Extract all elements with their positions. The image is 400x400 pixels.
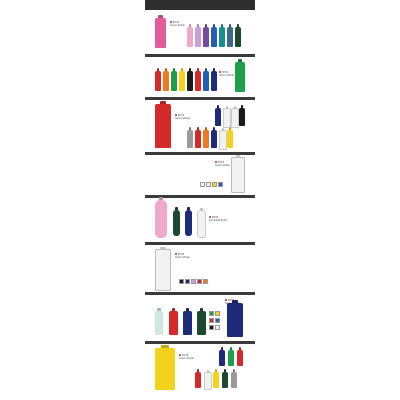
- bottle: [231, 106, 239, 128]
- divider: [145, 152, 255, 155]
- bottle: [195, 68, 201, 91]
- bottle-hero-green: [235, 59, 245, 92]
- label-dot-icon: [175, 253, 177, 256]
- divider: [145, 242, 255, 245]
- color-swatch: [197, 279, 202, 284]
- section-5-label: BT05 Dumbbell Bottle: [209, 216, 228, 222]
- bottle: [211, 68, 217, 91]
- section-1-label: BT01 Sports Bottle: [170, 21, 185, 27]
- bottle: [195, 24, 201, 47]
- bottle: [179, 68, 185, 91]
- section-6: BT06 Sports Bottle: [145, 245, 255, 292]
- label-dot-icon: [215, 161, 217, 164]
- bottle: [203, 127, 209, 148]
- divider: [145, 54, 255, 57]
- bottle: [213, 369, 219, 388]
- bottle-hero-pink: [155, 15, 166, 48]
- color-swatch: [179, 279, 184, 284]
- section-1: BT01 Sports Bottle: [145, 10, 255, 54]
- bottle: [187, 68, 193, 91]
- color-swatch: [215, 311, 220, 316]
- divider: [145, 292, 255, 295]
- bottle: [203, 68, 209, 91]
- color-swatch: [203, 279, 208, 284]
- bottle-hero-red: [155, 101, 171, 148]
- divider: [145, 341, 255, 344]
- section-3: BT03 Sports Bottle: [145, 100, 255, 152]
- bottle: [219, 24, 225, 47]
- bottle-hero-navy: [227, 300, 243, 337]
- label-dot-icon: [175, 114, 177, 117]
- color-swatch: [185, 279, 190, 284]
- divider: [145, 195, 255, 198]
- bottle: [203, 24, 209, 47]
- section-8: BT08 Sports Bottle: [145, 344, 255, 400]
- bottle: [231, 369, 237, 388]
- label-dot-icon: [170, 21, 172, 24]
- bottle: [239, 105, 245, 126]
- bottle: [197, 308, 206, 335]
- color-swatch: [218, 182, 223, 187]
- bottle: [211, 127, 217, 148]
- label-dot-icon: [219, 71, 221, 74]
- bottle-hero-white: [231, 155, 245, 193]
- bottle: [211, 24, 217, 47]
- bottle: [222, 369, 228, 388]
- section-7: BT07Sports Bottle: [145, 295, 255, 341]
- bottle: [195, 369, 201, 388]
- bottle: [187, 127, 193, 148]
- label-dot-icon: [179, 354, 181, 357]
- section-5: BT05 Dumbbell Bottle: [145, 197, 255, 242]
- bottle: [227, 127, 233, 148]
- label-dot-icon: [225, 299, 227, 302]
- bottle: [223, 106, 231, 128]
- color-swatch: [212, 182, 217, 187]
- section-3-label: BT03 Sports Bottle: [175, 114, 190, 120]
- bottle: [195, 127, 201, 148]
- bottle: [185, 207, 192, 236]
- color-swatch: [209, 311, 214, 316]
- bottle-hero-white: [155, 247, 171, 291]
- bottle: [197, 208, 206, 238]
- bottle: [219, 128, 227, 150]
- bottle: [235, 24, 241, 47]
- bottle-hero-dumbbell-pink: [155, 197, 167, 238]
- bottle: [173, 207, 180, 236]
- divider: [145, 97, 255, 100]
- bottle: [155, 308, 163, 335]
- color-swatch: [200, 182, 205, 187]
- color-swatch: [215, 318, 220, 323]
- bottle: [163, 68, 169, 91]
- bottle: [155, 68, 161, 91]
- bottle: [169, 308, 178, 335]
- section-2-label: BT02 Sports Bottle: [219, 71, 234, 77]
- section-4-label: BT04 Sports Bottle: [215, 161, 230, 167]
- color-swatch: [209, 325, 214, 330]
- color-swatch: [209, 318, 214, 323]
- bottle: [237, 347, 243, 366]
- section-8-label: BT08 Sports Bottle: [179, 354, 194, 360]
- bottle: [227, 24, 233, 47]
- color-swatch: [206, 182, 211, 187]
- bottle: [183, 308, 192, 335]
- bottle: [171, 68, 177, 91]
- bottle: [215, 105, 221, 126]
- bottle: [219, 347, 225, 366]
- bottle-hero-yellow: [155, 345, 175, 390]
- top-bar: [145, 0, 255, 10]
- section-4: BT04 Sports Bottle: [145, 155, 255, 195]
- catalog-strip: BT01 Sports Bottle BT02 Sports Bottle BT03…: [145, 0, 255, 400]
- label-dot-icon: [209, 216, 211, 219]
- bottle: [228, 347, 234, 366]
- section-6-label: BT06 Sports Bottle: [175, 253, 190, 259]
- color-swatch: [191, 279, 196, 284]
- bottle: [204, 370, 212, 390]
- section-2: BT02 Sports Bottle: [145, 57, 255, 97]
- bottle: [187, 24, 193, 47]
- color-swatch: [215, 325, 220, 330]
